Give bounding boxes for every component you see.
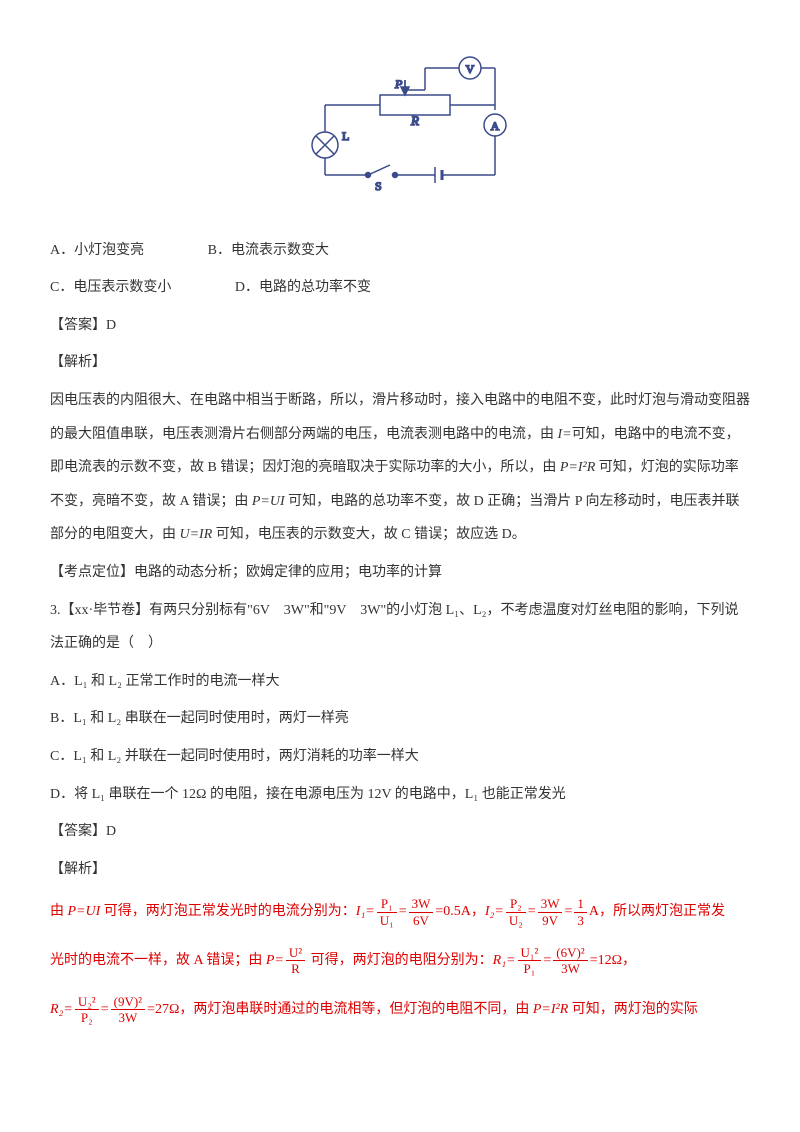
s3-f-9vsq: (9V)² [111,994,145,1011]
s3-f-3d: 3 [574,913,587,929]
q2-options-row1: A．小灯泡变亮 B．电流表示数变大 [50,234,750,268]
answer2-label: 【答案】D [50,309,750,343]
q2-options-row2: C．电压表示数变小 D．电路的总功率不变 [50,271,750,305]
s3-f-u2d: U₂ [506,913,526,929]
s3-r2: R₂= [50,1002,73,1017]
s3-1b: 可得，两灯泡正常发光时的电流分别为： [100,904,356,919]
q2-option-c: C．电压表示数变小 [50,271,171,305]
q3-option-c: C．L₁ 和 L₂ 并联在一起同时使用时，两灯消耗的功率一样大 [50,740,750,774]
s3-f-p2n: P₂ [506,896,526,913]
s3-f-r: R [286,961,305,977]
s3-1c: =0.5A， [435,904,485,919]
s3-pir2: P=I²R [533,1002,568,1017]
q3-option-b: B．L₁ 和 L₂ 串联在一起同时使用时，两灯一样亮 [50,702,750,736]
s3-1a: 由 [50,904,68,919]
circuit-svg: V R P A L S [270,50,530,200]
s3-pui: P=UI [68,904,101,919]
voltmeter-label: V [466,62,475,76]
s3-2b: 可得，两灯泡的电阻分别为： [307,953,493,968]
circuit-diagram: V R P A L S [50,50,750,214]
answer3-label: 【答案】D [50,815,750,849]
resistor-label: R [410,113,419,128]
s3-f-3wd: 3W [553,961,587,977]
s3-i1: I₁= [356,904,375,919]
s3-r1: R₁= [493,953,516,968]
q2-option-d: D．电路的总功率不变 [235,271,371,305]
s3-i2: I₂= [485,904,504,919]
s3-f-3wn: 3W [409,896,434,913]
sol3-line2: 光时的电流不一样，故 A 错误；由 P=U²R 可得，两灯泡的电阻分别为：R₁=… [50,939,750,984]
q2-option-b: B．电流表示数变大 [208,234,329,268]
s3-f-6vd: 6V [409,913,434,929]
s3-f-u2sq: U² [286,945,305,962]
s3-3b: 可知，两灯泡的实际 [568,1002,698,1017]
s3-f-6vsq: (6V)² [553,945,587,962]
s3-f-3wd2: 3W [111,1010,145,1026]
jiexi3-label: 【解析】 [50,853,750,887]
jiexi2-body: 因电压表的内阻很大、在电路中相当于断路，所以，滑片移动时，接入电路中的电阻不变，… [50,384,750,552]
kaodian-label: 【考点定位】电路的动态分析；欧姆定律的应用；电功率的计算 [50,556,750,590]
q3-option-d: D．将 L₁ 串联在一个 12Ω 的电阻，接在电源电压为 12V 的电路中，L₁… [50,778,750,812]
s3-f-p1d: P₁ [518,961,542,977]
s3-1d: A，所以两灯泡正常发 [589,904,725,919]
formula-pir: P=I²R [560,460,595,475]
s3-2a: 光时的电流不一样，故 A 错误；由 [50,953,266,968]
s3-f-1n: 1 [574,896,587,913]
s3-f-p2d: P₂ [75,1010,99,1026]
jiexi2-label: 【解析】 [50,346,750,380]
q2-option-a: A．小灯泡变亮 [50,234,144,268]
q3-stem: 3.【xx·毕节卷】有两只分别标有"6V 3W"和"9V 3W"的小灯泡 L₁、… [50,594,750,661]
sol3-line1: 由 P=UI 可得，两灯泡正常发光时的电流分别为：I₁=P₁U₁=3W6V=0.… [50,890,750,935]
sol3-line3: R₂=U₂²P₂=(9V)²3W=27Ω，两灯泡串联时通过的电流相等，但灯泡的电… [50,988,750,1033]
slider-label: P [394,77,403,91]
switch-label: S [375,179,382,193]
formula-i: I= [558,427,572,442]
formula-uir: U=IR [180,527,213,542]
s3-f-3wn2: 3W [538,896,563,913]
s3-f-u2sq2: U₂² [75,994,99,1011]
s3-f-u1sq: U₁² [518,945,542,962]
s3-3a: =27Ω，两灯泡串联时通过的电流相等，但灯泡的电阻不同，由 [147,1002,533,1017]
s3-pu2r: P= [266,953,284,968]
lamp-label: L [342,129,349,143]
formula-pui: P=UI [252,494,285,509]
s3-2c: =12Ω， [590,953,636,968]
q3-option-a: A．L₁ 和 L₂ 正常工作时的电流一样大 [50,665,750,699]
ammeter-label: A [491,119,500,133]
jiexi2-t5: 可知，电压表的示数变大，故 C 错误；故应选 D。 [212,527,525,542]
s3-f-9vd: 9V [538,913,563,929]
s3-f-u1d: U₁ [377,913,397,929]
s3-f-p1n: P₁ [377,896,397,913]
